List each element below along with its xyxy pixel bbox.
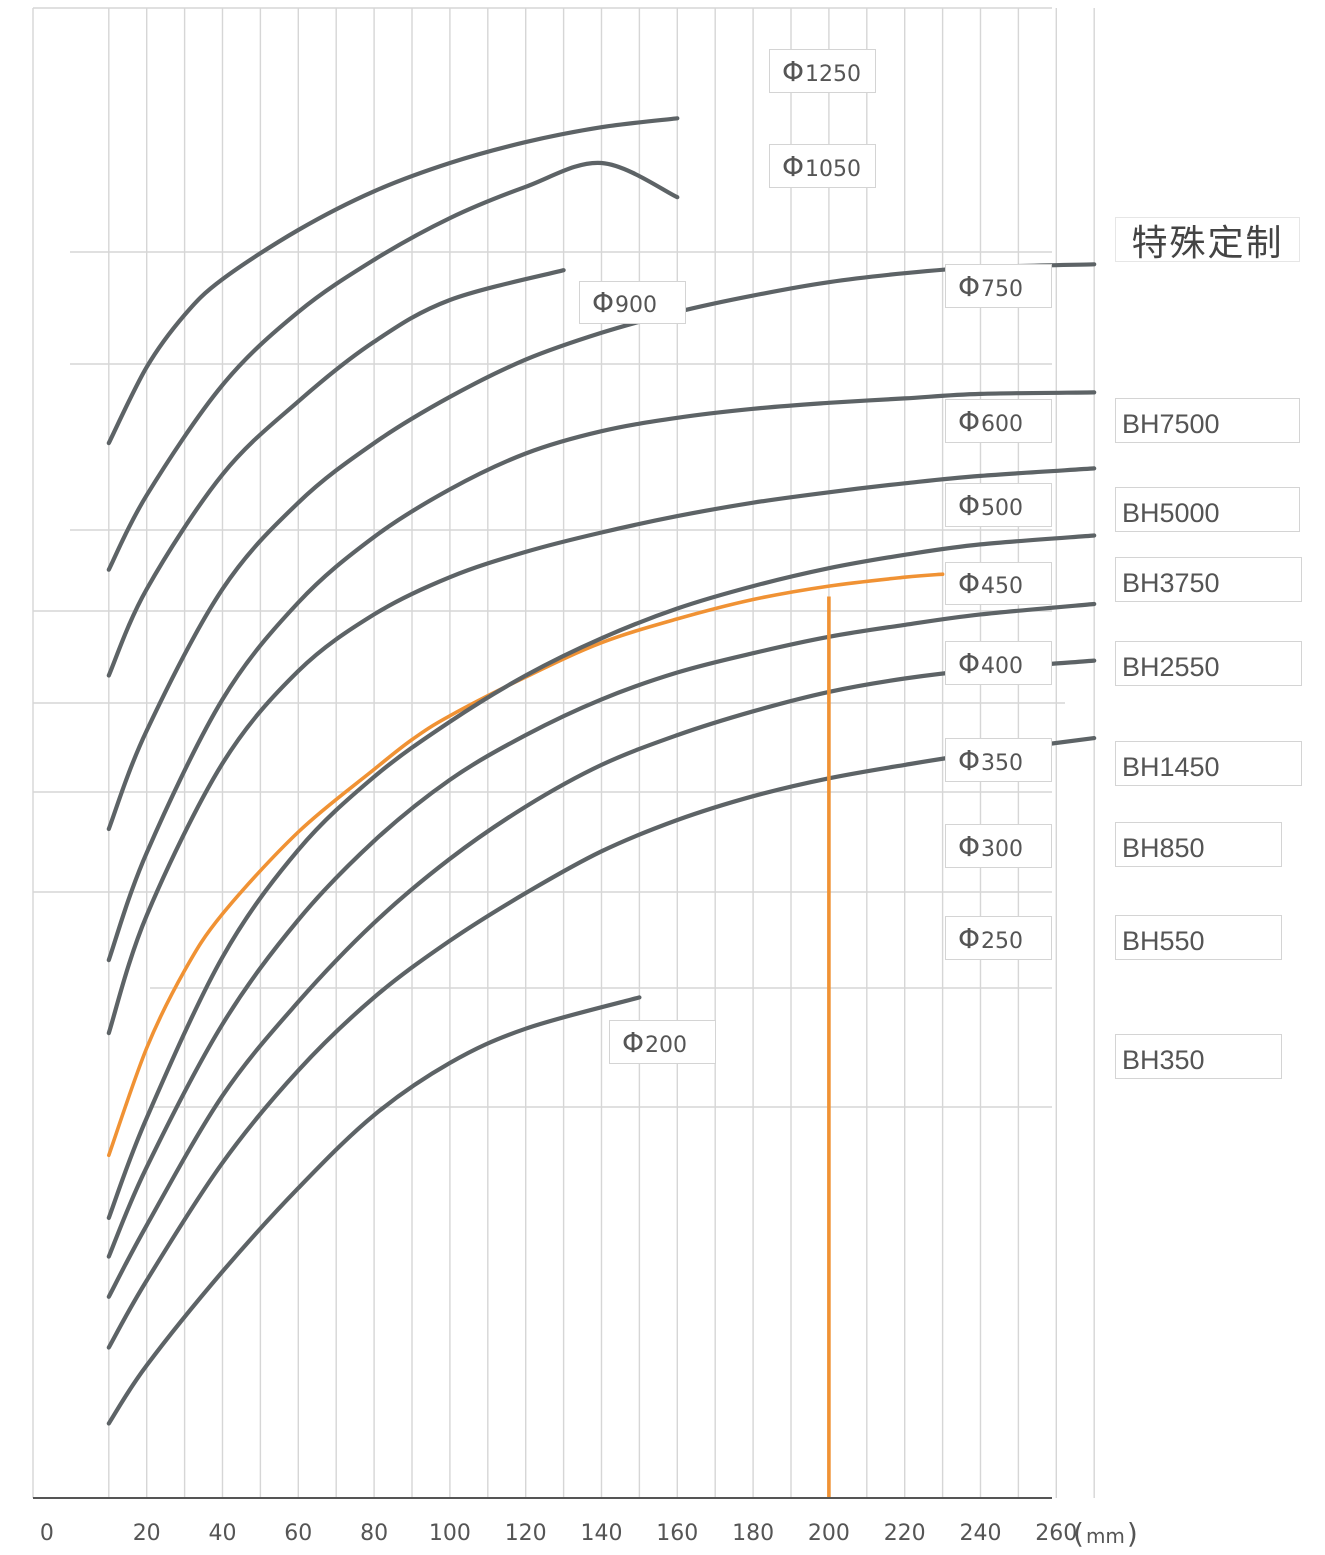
x-tick-label: 220: [884, 1521, 926, 1546]
curves: [106, 116, 1097, 1498]
diameter-value: 450: [981, 574, 1024, 599]
series-line-phi750: [106, 262, 1097, 832]
x-tick-label: 60: [284, 1521, 312, 1546]
diameter-label-500: Φ 500: [945, 483, 1052, 527]
x-tick-label: 160: [656, 1521, 698, 1546]
x-tick-label: 0: [40, 1521, 54, 1546]
diameter-value: 200: [645, 1032, 688, 1058]
phi-symbol: Φ: [592, 286, 615, 319]
phi-symbol: Φ: [958, 269, 981, 303]
model-label-bh5000: BH5000: [1115, 487, 1300, 532]
model-label-bh3750: BH3750: [1115, 557, 1302, 602]
phi-symbol: Φ: [958, 743, 981, 777]
series-line-phi600: [106, 390, 1097, 963]
model-label-bh7500: BH7500: [1115, 398, 1300, 443]
x-tick-label: 140: [581, 1521, 623, 1546]
model-label-bh1450: BH1450: [1115, 741, 1302, 786]
diameter-label-250: Φ 250: [945, 916, 1052, 960]
model-label-bh350: BH350: [1115, 1034, 1282, 1079]
diameter-value: 500: [981, 495, 1024, 521]
diameter-value: 750: [981, 276, 1024, 302]
diameter-label-900: Φ 900: [579, 281, 686, 324]
x-tick-label: 20: [133, 1521, 161, 1546]
phi-symbol: Φ: [958, 921, 981, 955]
diameter-value: 400: [981, 653, 1024, 679]
phi-symbol: Φ: [782, 54, 805, 88]
diameter-label-400: Φ 400: [945, 641, 1052, 685]
phi-symbol: Φ: [958, 646, 981, 680]
x-unit-label: (mm): [1073, 1517, 1138, 1550]
diameter-label-450: Φ 450: [945, 562, 1052, 605]
phi-symbol: Φ: [782, 149, 805, 183]
x-tick-label: 260: [1035, 1521, 1077, 1546]
series-line-phi200: [106, 995, 642, 1426]
model-label-bh550: BH550: [1115, 915, 1282, 960]
diameter-label-750: Φ 750: [945, 264, 1052, 308]
series-line-phi500: [106, 466, 1097, 1036]
diameter-label-1250: Φ 1250: [769, 49, 876, 93]
model-label-bh2550: BH2550: [1115, 641, 1302, 686]
diameter-value: 1050: [805, 156, 862, 182]
series-line-phi250: [106, 736, 1097, 1350]
x-tick-label: 200: [808, 1521, 850, 1546]
x-tick-label: 180: [732, 1521, 774, 1546]
x-tick-label: 80: [360, 1521, 388, 1546]
x-tick-label: 120: [505, 1521, 547, 1546]
series-line-phi450: [107, 572, 945, 1158]
series-line-phi1050: [106, 160, 680, 572]
series-line-phi400: [106, 533, 1097, 1220]
diameter-value: 600: [981, 411, 1024, 437]
diameter-label-350: Φ 350: [945, 738, 1052, 782]
phi-symbol: Φ: [958, 829, 981, 863]
x-tick-label: 240: [960, 1521, 1002, 1546]
diameter-value: 1250: [805, 61, 862, 87]
series-line-phi350: [106, 601, 1097, 1259]
phi-symbol: Φ: [958, 404, 981, 438]
series-line-phi300: [106, 658, 1097, 1299]
diameter-value: 350: [981, 750, 1024, 776]
diameter-label-200: Φ 200: [609, 1020, 716, 1064]
model-label-bh850: BH850: [1115, 822, 1282, 867]
diameter-value: 250: [981, 928, 1024, 954]
phi-symbol: Φ: [958, 488, 981, 522]
diameter-label-600: Φ 600: [945, 399, 1052, 443]
diameter-value: 900: [615, 293, 658, 318]
diameter-label-300: Φ 300: [945, 824, 1052, 868]
custom-label: 特殊定制: [1115, 217, 1300, 264]
diameter-label-1050: Φ 1050: [769, 144, 876, 188]
diameter-value: 300: [981, 836, 1024, 862]
series-line-phi900: [106, 268, 566, 678]
x-tick-label: 100: [429, 1521, 471, 1546]
x-tick-label: 40: [209, 1521, 237, 1546]
series-line-phi1250: [106, 116, 680, 446]
x-axis: 0 20 40 60 80 100 120 140 160 180 200 220 240 260(mm): [33, 1497, 1138, 1550]
phi-symbol: Φ: [958, 567, 981, 600]
phi-symbol: Φ: [622, 1025, 645, 1059]
